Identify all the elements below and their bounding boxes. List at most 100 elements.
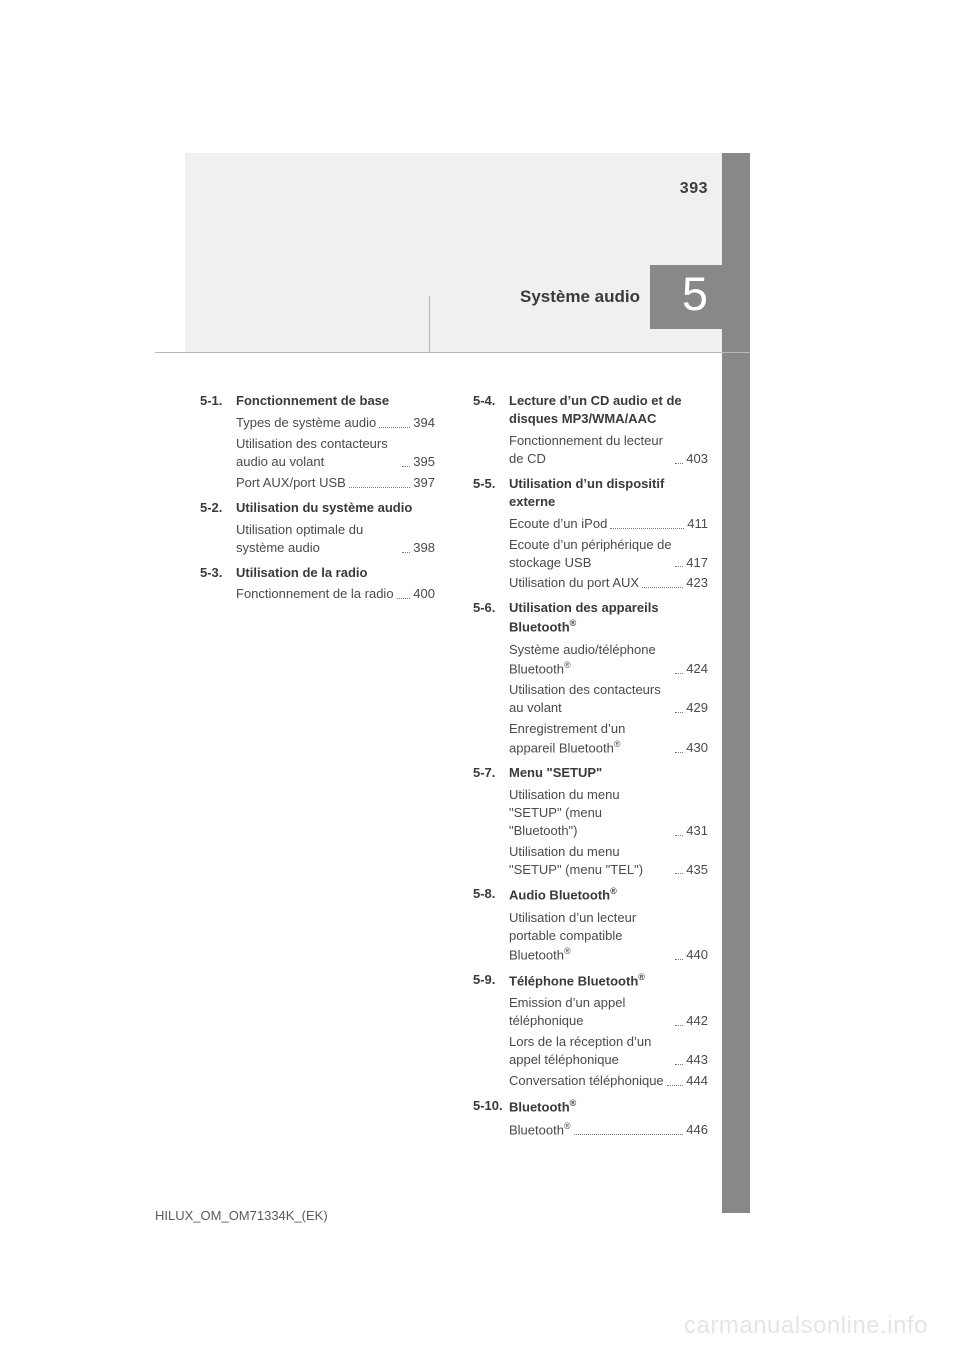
toc-section-number: 5-5.: [473, 475, 509, 511]
toc-leader-dots: [675, 672, 683, 674]
chapter-title: Système audio: [520, 287, 640, 307]
toc-section-number: 5-2.: [200, 499, 236, 517]
toc-entry: Utilisation d’un lecteur portable compat…: [509, 909, 708, 964]
toc-entry-label: Lors de la réception d’un appel téléphon…: [509, 1033, 672, 1069]
toc-section-title: Utilisation des appareils Bluetooth®: [509, 599, 708, 636]
chapter-number: 5: [682, 266, 708, 321]
toc-entry-label: Utilisation optimale du système audio: [236, 521, 399, 557]
toc-entry-page: 440: [686, 946, 708, 964]
toc-right-column: 5-4.Lecture d’un CD audio et de disques …: [473, 392, 708, 1146]
toc-entry-page: 417: [686, 554, 708, 572]
toc-entry: Conversation téléphonique444: [509, 1072, 708, 1090]
toc-section-number: 5-7.: [473, 764, 509, 782]
toc-entry-label: Utilisation du menu "SETUP" (menu "Bluet…: [509, 786, 672, 840]
toc-section: 5-3.Utilisation de la radio Fonctionnemen…: [200, 564, 435, 604]
document-code: HILUX_OM_OM71334K_(EK): [155, 1208, 328, 1223]
toc-leader-dots: [402, 551, 410, 553]
toc-entry-page: 400: [413, 585, 435, 603]
toc-section: 5-9.Téléphone Bluetooth® Emission d’un ap…: [473, 971, 708, 1090]
toc-entry: Utilisation du menu "SETUP" (menu "TEL")…: [509, 843, 708, 879]
toc-entry-label: Conversation téléphonique: [509, 1072, 664, 1090]
toc-section: 5-7.Menu "SETUP" Utilisation du menu "SET…: [473, 764, 708, 879]
toc-entry-page: 423: [686, 574, 708, 592]
toc-section-number: 5-4.: [473, 392, 509, 428]
toc-entry-label: Fonctionnement de la radio: [236, 585, 394, 603]
toc-section-title: Lecture d’un CD audio et de disques MP3/…: [509, 392, 708, 428]
toc-entry: Lors de la réception d’un appel téléphon…: [509, 1033, 708, 1069]
toc-leader-dots: [667, 1084, 684, 1086]
toc-section-heading: 5-1.Fonctionnement de base: [200, 392, 435, 410]
toc-section-heading: 5-6.Utilisation des appareils Bluetooth®: [473, 599, 708, 636]
toc-section-title: Utilisation du système audio: [236, 499, 435, 517]
toc-entry: Système audio/téléphone Bluetooth® 424: [509, 641, 708, 678]
toc-section-title: Menu "SETUP": [509, 764, 708, 782]
toc-entry-page: 431: [686, 822, 708, 840]
toc-section-number: 5-6.: [473, 599, 509, 636]
toc-leader-dots: [402, 465, 410, 467]
toc-entry-page: 395: [413, 453, 435, 471]
toc-leader-dots: [675, 751, 683, 753]
toc-entry-label: Utilisation des contacteurs au volant: [509, 681, 672, 717]
toc-entry-page: 394: [413, 414, 435, 432]
toc-section-number: 5-10.: [473, 1097, 509, 1116]
toc-section-number: 5-9.: [473, 971, 509, 990]
toc-entry: Bluetooth®446: [509, 1120, 708, 1139]
toc-entry-page: 435: [686, 861, 708, 879]
toc-leader-dots: [675, 834, 683, 836]
toc-entry-label: Port AUX/port USB: [236, 474, 346, 492]
manual-page: 393 Système audio 5 5-1.Fonctionnement d…: [0, 0, 960, 1358]
toc-section: 5-2.Utilisation du système audioUtilisat…: [200, 499, 435, 557]
toc-entry: Utilisation du menu "SETUP" (menu "Bluet…: [509, 786, 708, 840]
toc-entry: Utilisation du port AUX 423: [509, 574, 708, 592]
toc-entry-label: Utilisation d’un lecteur portable compat…: [509, 909, 672, 964]
toc-entry-page: 443: [686, 1051, 708, 1069]
toc-section-number: 5-3.: [200, 564, 236, 582]
toc-entry: Ecoute d’un périphérique de stockage USB…: [509, 536, 708, 572]
toc-left-column: 5-1.Fonctionnement de base Types de systè…: [200, 392, 435, 1146]
toc-section-heading: 5-5.Utilisation d’un dispositif externe: [473, 475, 708, 511]
toc-leader-dots: [379, 426, 410, 428]
page-number: 393: [680, 180, 708, 198]
toc-leader-dots: [349, 486, 410, 488]
toc-leader-dots: [675, 958, 683, 960]
toc-section-title: Utilisation de la radio: [236, 564, 435, 582]
toc-entry-label: Utilisation du port AUX: [509, 574, 639, 592]
toc-leader-dots: [675, 1063, 683, 1065]
toc-leader-dots: [610, 527, 684, 529]
toc-entry: Utilisation optimale du système audio398: [236, 521, 435, 557]
toc-section-number: 5-1.: [200, 392, 236, 410]
toc-entry-label: Système audio/téléphone Bluetooth®: [509, 641, 672, 678]
toc-leader-dots: [642, 586, 683, 588]
toc-entry-page: 430: [686, 739, 708, 757]
toc-section-title: Audio Bluetooth®: [509, 885, 708, 904]
toc-section: 5-8.Audio Bluetooth®Utilisation d’un lec…: [473, 885, 708, 963]
toc-section-heading: 5-10.Bluetooth®: [473, 1097, 708, 1116]
toc-entry-page: 397: [413, 474, 435, 492]
toc-entry: Ecoute d’un iPod411: [509, 515, 708, 533]
toc-section-title: Fonctionnement de base: [236, 392, 435, 410]
toc-section-heading: 5-3.Utilisation de la radio: [200, 564, 435, 582]
toc-entry: Types de système audio 394: [236, 414, 435, 432]
toc-section-title: Utilisation d’un dispositif externe: [509, 475, 708, 511]
toc-entry: Fonctionnement de la radio 400: [236, 585, 435, 603]
toc-section-title: Téléphone Bluetooth®: [509, 971, 708, 990]
toc-leader-dots: [675, 711, 683, 713]
header-divider-vertical: [429, 296, 430, 352]
toc-section: 5-10.Bluetooth® Bluetooth®446: [473, 1097, 708, 1140]
toc-section-heading: 5-4.Lecture d’un CD audio et de disques …: [473, 392, 708, 428]
table-of-contents: 5-1.Fonctionnement de base Types de systè…: [200, 392, 708, 1146]
toc-entry-label: Fonctionnement du lecteur de CD: [509, 432, 672, 468]
toc-section: 5-6.Utilisation des appareils Bluetooth®…: [473, 599, 708, 756]
toc-section: 5-4.Lecture d’un CD audio et de disques …: [473, 392, 708, 468]
toc-entry: Utilisation des contacteurs audio au vol…: [236, 435, 435, 471]
toc-entry: Emission d’un appel téléphonique442: [509, 994, 708, 1030]
toc-section: 5-5.Utilisation d’un dispositif externe E…: [473, 475, 708, 593]
toc-leader-dots: [397, 597, 411, 599]
toc-entry-page: 429: [686, 699, 708, 717]
toc-leader-dots: [675, 1024, 683, 1026]
toc-section-heading: 5-2.Utilisation du système audio: [200, 499, 435, 517]
toc-entry-label: Types de système audio: [236, 414, 376, 432]
toc-entry-label: Ecoute d’un iPod: [509, 515, 607, 533]
toc-entry-page: 424: [686, 660, 708, 678]
toc-section-heading: 5-7.Menu "SETUP": [473, 764, 708, 782]
